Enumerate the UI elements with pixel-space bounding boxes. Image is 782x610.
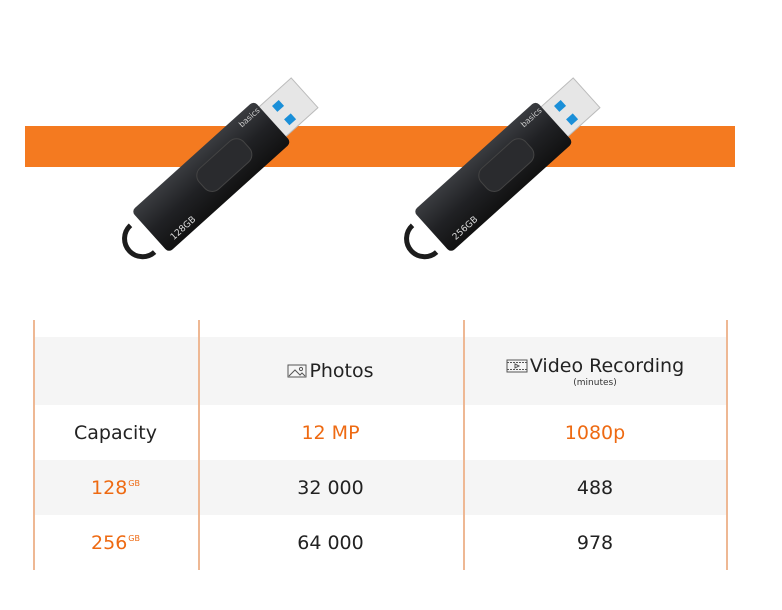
usb-drives-image: 128GB basics 256GB basics — [122, 77, 601, 260]
orange-band — [25, 126, 735, 167]
capacity-cell: 256GB — [33, 515, 198, 570]
capacity-unit: GB — [128, 533, 140, 543]
header-photos: Photos — [198, 337, 463, 405]
capacity-value: 256 — [91, 531, 128, 554]
column-divider — [726, 320, 728, 570]
comparison-table: Photos Video Recording (minutes) Capacit… — [33, 320, 728, 570]
column-divider — [463, 320, 465, 570]
header-label: Photos — [309, 360, 374, 382]
header-label: Video Recording — [529, 354, 685, 377]
video-minutes: 978 — [576, 531, 614, 554]
usb-drive-256: 256GB basics — [404, 77, 601, 260]
table-row: 128GB 32 000 488 — [33, 460, 727, 515]
table-row: 256GB 64 000 978 — [33, 515, 727, 570]
column-divider — [198, 320, 200, 570]
table-row: Capacity 12 MP 1080p — [33, 405, 727, 460]
photos-count: 64 000 — [297, 531, 364, 554]
image-icon — [287, 364, 307, 378]
column-divider — [33, 320, 35, 570]
capacity-value: 128 — [91, 476, 128, 499]
capacity-unit: GB — [128, 478, 140, 488]
film-icon — [506, 359, 528, 372]
video-minutes: 488 — [576, 476, 614, 499]
capacity-cell: 128GB — [33, 460, 198, 515]
row-label: Capacity — [73, 421, 158, 444]
usb-drive-128: 128GB basics — [122, 77, 319, 260]
photos-spec: 12 MP — [301, 421, 360, 444]
photos-count: 32 000 — [297, 476, 364, 499]
video-spec: 1080p — [564, 421, 626, 444]
table-header-row: Photos Video Recording (minutes) — [33, 337, 727, 405]
header-empty — [33, 337, 198, 405]
header-sublabel: (minutes) — [573, 377, 617, 388]
header-video: Video Recording (minutes) — [463, 337, 727, 405]
